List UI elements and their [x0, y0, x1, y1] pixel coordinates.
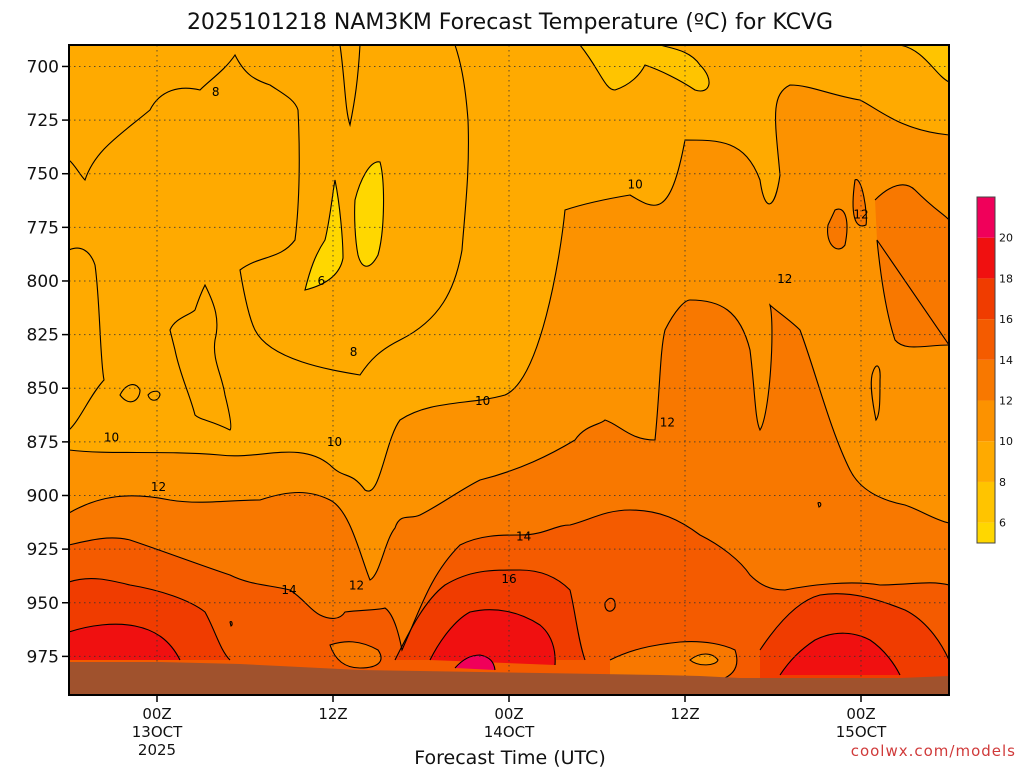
contour-label-12: 12	[151, 480, 166, 494]
color-legend-swatch	[977, 197, 995, 238]
color-legend-swatch	[977, 481, 995, 523]
color-legend-label: 10	[999, 435, 1013, 448]
contour-labels: 8 6 8 10 12 12 10 12 10 10 12 14 16 14 12	[104, 85, 869, 597]
y-tick-label: 950	[27, 594, 59, 614]
contour-label-12: 12	[777, 272, 792, 286]
temperature-band-12-14-pocket	[330, 641, 737, 680]
x-axis-label: Forecast Time (UTC)	[414, 747, 605, 768]
contour-label-12: 12	[853, 207, 868, 221]
color-legend-label: 16	[999, 313, 1013, 326]
y-tick-label: 975	[27, 647, 59, 667]
grid-lines	[69, 45, 949, 695]
y-tick-label: 800	[27, 272, 59, 292]
y-tick-label: 700	[27, 57, 59, 77]
temperature-band-20-22	[455, 655, 495, 670]
x-tick-label: 13OCT	[132, 723, 183, 741]
y-axis: 700 725 750 775 800 825 850 875 900 925 950 975	[27, 57, 69, 667]
chart-title: 2025101218 NAM3KM Forecast Temperature (…	[187, 10, 833, 35]
x-tick-label: 00Z	[494, 705, 523, 723]
contour-lines	[69, 45, 949, 681]
color-legend-swatch	[977, 278, 995, 320]
temperature-band-18-20	[69, 609, 900, 675]
color-legend-label: 12	[999, 395, 1013, 408]
contour-label-14: 14	[516, 529, 531, 543]
x-tick-label: 00Z	[142, 705, 171, 723]
x-tick-label: 15OCT	[836, 723, 887, 741]
contour-label-12: 12	[660, 416, 675, 430]
color-legend-label: 6	[999, 517, 1006, 530]
contour-label-10: 10	[475, 394, 490, 408]
color-legend-swatch	[977, 237, 995, 279]
temperature-band-8-10-upper	[69, 45, 469, 430]
color-legend: 6 8 10 12 14 16 18 20	[976, 196, 1013, 544]
contour-label-6: 6	[317, 274, 325, 288]
x-tick-label: 12Z	[670, 705, 699, 723]
y-tick-label: 775	[27, 218, 59, 238]
y-tick-label: 925	[27, 540, 59, 560]
contour-label-10: 10	[104, 431, 119, 445]
contour-label-8: 8	[212, 85, 220, 99]
x-tick-label: 14OCT	[484, 723, 535, 741]
contour-label-16: 16	[501, 572, 516, 586]
color-legend-swatch	[977, 359, 995, 401]
y-tick-label: 750	[27, 165, 59, 185]
contour-label-10: 10	[627, 177, 642, 191]
color-legend-swatch	[977, 441, 995, 482]
color-legend-swatch	[977, 400, 995, 442]
source-credit: coolwx.com/models	[851, 742, 1016, 760]
color-legend-swatch	[977, 319, 995, 360]
surface-ground	[69, 662, 949, 695]
x-tick-label: 12Z	[318, 705, 347, 723]
contour-label-8: 8	[350, 345, 358, 359]
plot-area: 8 6 8 10 12 12 10 12 10 10 12 14 16 14 12	[69, 45, 949, 695]
y-tick-label: 725	[27, 111, 59, 131]
color-legend-label: 18	[999, 272, 1013, 285]
color-legend-label: 8	[999, 476, 1006, 489]
temperature-band-below-6	[305, 161, 384, 290]
x-tick-label: 00Z	[846, 705, 875, 723]
color-legend-label: 14	[999, 354, 1013, 367]
y-tick-label: 900	[27, 486, 59, 506]
y-tick-label: 875	[27, 433, 59, 453]
color-legend-frame	[976, 196, 996, 544]
color-legend-label: 20	[999, 232, 1013, 245]
contour-label-14: 14	[281, 583, 296, 597]
y-tick-label: 850	[27, 379, 59, 399]
contour-label-12: 12	[349, 579, 364, 593]
contour-label-10: 10	[327, 435, 342, 449]
temperature-band-10-12-pocket	[690, 654, 718, 665]
x-tick-label: 2025	[138, 741, 176, 759]
y-tick-label: 825	[27, 326, 59, 346]
color-legend-swatch	[977, 522, 995, 543]
